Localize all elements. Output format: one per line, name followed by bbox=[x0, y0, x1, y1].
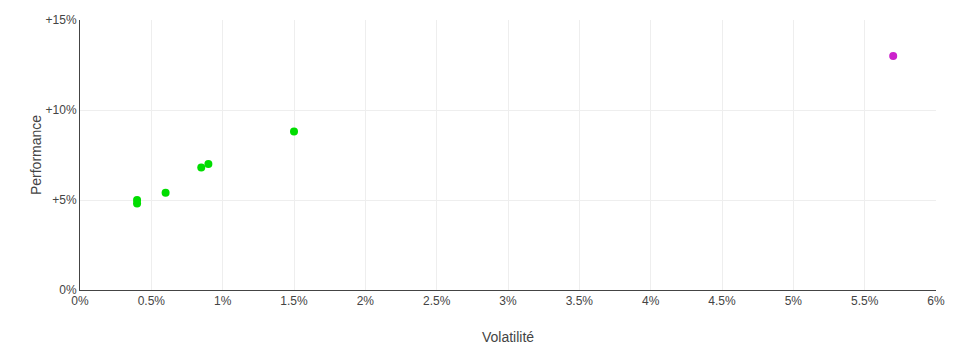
svg-text:+15%: +15% bbox=[46, 13, 77, 27]
svg-text:6%: 6% bbox=[927, 294, 945, 308]
svg-text:2%: 2% bbox=[357, 294, 375, 308]
svg-text:4.5%: 4.5% bbox=[708, 294, 736, 308]
svg-text:4%: 4% bbox=[642, 294, 660, 308]
svg-text:0%: 0% bbox=[59, 283, 77, 297]
svg-text:Performance: Performance bbox=[28, 115, 44, 195]
svg-text:1%: 1% bbox=[214, 294, 232, 308]
svg-text:Volatilité: Volatilité bbox=[482, 329, 534, 345]
svg-text:2.5%: 2.5% bbox=[423, 294, 451, 308]
svg-text:5.5%: 5.5% bbox=[851, 294, 879, 308]
svg-text:3%: 3% bbox=[499, 294, 517, 308]
svg-text:1.5%: 1.5% bbox=[280, 294, 308, 308]
svg-text:0%: 0% bbox=[71, 294, 89, 308]
svg-text:0.5%: 0.5% bbox=[138, 294, 166, 308]
svg-text:3.5%: 3.5% bbox=[566, 294, 594, 308]
svg-text:5%: 5% bbox=[785, 294, 803, 308]
svg-text:+5%: +5% bbox=[52, 193, 77, 207]
svg-text:+10%: +10% bbox=[46, 103, 77, 117]
